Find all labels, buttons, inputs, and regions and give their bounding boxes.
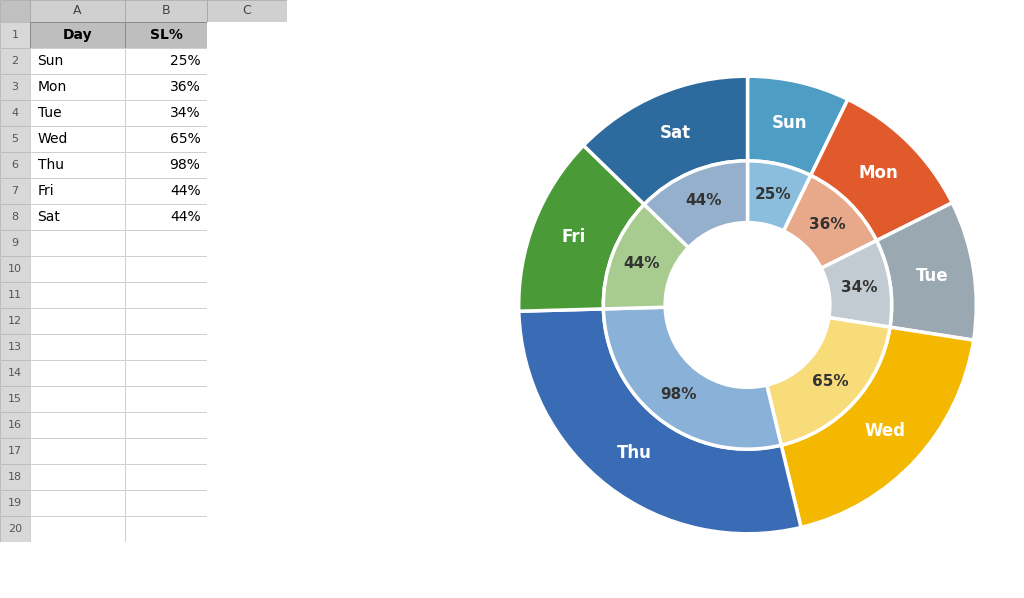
Wedge shape: [811, 99, 952, 240]
Text: Fri: Fri: [562, 228, 586, 246]
Text: 65%: 65%: [170, 132, 201, 146]
Text: 3: 3: [11, 82, 18, 92]
Text: 19: 19: [8, 498, 23, 508]
Wedge shape: [877, 203, 976, 340]
Wedge shape: [781, 327, 974, 527]
Wedge shape: [821, 240, 892, 327]
Text: 10: 10: [8, 264, 22, 274]
Wedge shape: [783, 175, 877, 268]
Text: Fri: Fri: [38, 184, 54, 198]
Text: Double Doughnut Chart: Double Doughnut Chart: [563, 35, 932, 63]
Text: Wed: Wed: [864, 422, 905, 440]
Text: 8: 8: [11, 212, 18, 222]
Wedge shape: [603, 307, 781, 449]
Wedge shape: [519, 145, 644, 311]
Text: Sat: Sat: [38, 210, 60, 224]
Text: 1: 1: [11, 30, 18, 40]
Text: 20: 20: [8, 524, 23, 534]
Text: 6: 6: [11, 160, 18, 170]
Text: 25%: 25%: [755, 187, 792, 202]
Text: 65%: 65%: [812, 374, 849, 389]
Bar: [207, 0, 287, 22]
Text: 34%: 34%: [170, 106, 201, 120]
Text: 2: 2: [11, 56, 18, 66]
Text: 5: 5: [11, 134, 18, 144]
Text: 7: 7: [11, 186, 18, 196]
Text: Mon: Mon: [859, 163, 899, 182]
Wedge shape: [644, 161, 748, 248]
Text: Mon: Mon: [38, 80, 67, 94]
Text: 44%: 44%: [170, 184, 201, 198]
Text: Thu: Thu: [38, 158, 63, 172]
Text: 36%: 36%: [809, 217, 846, 232]
Text: 44%: 44%: [170, 210, 201, 224]
Text: 34%: 34%: [841, 280, 878, 295]
Text: Day: Day: [62, 28, 92, 42]
Text: Thu: Thu: [616, 444, 651, 462]
Text: 44%: 44%: [624, 257, 660, 271]
Text: 36%: 36%: [170, 80, 201, 94]
Text: Sun: Sun: [772, 114, 807, 132]
Wedge shape: [519, 309, 801, 534]
Text: 25%: 25%: [170, 54, 201, 68]
Text: 17: 17: [8, 446, 23, 456]
Text: B: B: [162, 5, 170, 17]
Text: Sun: Sun: [38, 54, 63, 68]
Bar: [30, 0, 125, 22]
Text: Wed: Wed: [38, 132, 68, 146]
Text: 98%: 98%: [660, 388, 697, 402]
Text: Tue: Tue: [915, 267, 948, 285]
Text: 18: 18: [8, 472, 23, 482]
Wedge shape: [584, 76, 748, 205]
Text: A: A: [74, 5, 82, 17]
Text: 4: 4: [11, 108, 18, 118]
Text: 11: 11: [8, 290, 22, 300]
Text: 14: 14: [8, 368, 23, 378]
Text: Sat: Sat: [659, 124, 690, 142]
Text: Tue: Tue: [38, 106, 61, 120]
Text: 12: 12: [8, 316, 23, 326]
Bar: [0, 0, 30, 22]
Wedge shape: [748, 161, 811, 231]
Text: SL%: SL%: [150, 28, 182, 42]
Text: 44%: 44%: [685, 193, 722, 208]
Text: 9: 9: [11, 238, 18, 248]
Wedge shape: [603, 205, 688, 309]
Bar: [125, 0, 207, 22]
Text: 98%: 98%: [170, 158, 201, 172]
Text: 13: 13: [8, 342, 22, 352]
Text: 15: 15: [8, 394, 22, 404]
Wedge shape: [767, 318, 890, 445]
Text: 16: 16: [8, 420, 22, 430]
Wedge shape: [748, 76, 848, 175]
Text: C: C: [243, 5, 251, 17]
